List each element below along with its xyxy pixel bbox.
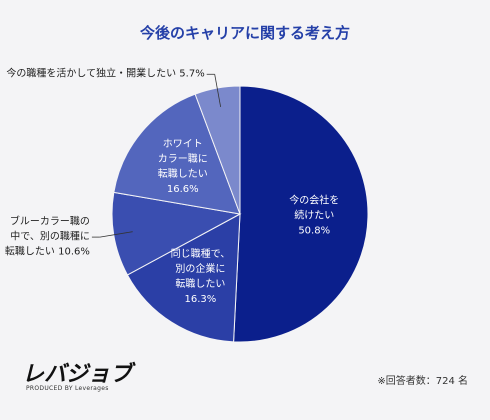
pie-slice bbox=[126, 213, 241, 343]
leader-line bbox=[214, 74, 222, 108]
category-label: 同じ職種で、 別の企業に 転職したい bbox=[170, 248, 231, 290]
category-label: 今の職種を活かして独立・開業したい bbox=[6, 68, 177, 80]
slice-label: 今の職種を活かして独立・開業したい 5.7% bbox=[6, 67, 204, 82]
note: ※回答者数：724 名 bbox=[377, 376, 468, 387]
slice-label: 同じ職種で、 別の企業に 転職したい 16.3% bbox=[171, 247, 231, 307]
category-label: ホワイト カラー職に 転職したい bbox=[157, 138, 208, 180]
category-label: ブルーカラー職の 中で、別の職種に 転職したい bbox=[4, 216, 90, 258]
pie-slice bbox=[233, 85, 369, 343]
value-label: 16.6% bbox=[166, 183, 199, 195]
slice-label: 今の会社を 続けたい 50.8% bbox=[289, 193, 339, 238]
brand-tagline: PRODUCED BY Leverages bbox=[26, 385, 109, 392]
brand: レバジョブ bbox=[22, 362, 133, 387]
value-label: 50.8% bbox=[298, 225, 331, 237]
category-label: 今の会社を 続けたい bbox=[289, 195, 340, 222]
pie-slice bbox=[113, 93, 241, 215]
value-label: 5.7% bbox=[179, 68, 205, 80]
slice-label: ブルーカラー職の 中で、別の職種に 転職したい 10.6% bbox=[5, 215, 90, 260]
leader-line bbox=[99, 231, 133, 238]
value-label: 16.3% bbox=[184, 293, 217, 305]
chart-title: 今後のキャリアに関する考え方 bbox=[139, 24, 350, 42]
slice-label: ホワイト カラー職に 転職したい 16.6% bbox=[158, 137, 208, 197]
value-label: 10.6% bbox=[58, 246, 90, 258]
